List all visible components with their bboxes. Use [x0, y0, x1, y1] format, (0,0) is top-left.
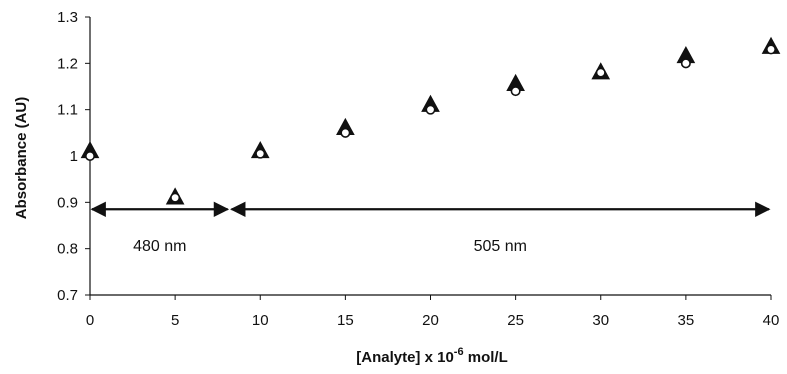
circle-data-point [425, 104, 436, 115]
x-tick-label: 20 [422, 312, 439, 329]
x-axis-label-main: [Analyte] x 10 [356, 349, 454, 366]
x-axis-label: [Analyte] x 10-6 mol/L [356, 346, 508, 366]
circle-data-point [765, 44, 776, 55]
wavelength-range-label: 505 nm [474, 238, 527, 255]
x-tick-label: 40 [763, 312, 780, 329]
y-tick-label: 0.9 [57, 194, 78, 211]
x-axis-label-superscript: -6 [454, 346, 464, 358]
x-tick-label: 30 [592, 312, 609, 329]
wavelength-annotations: 480 nm 505 nm [90, 201, 771, 255]
y-axis-label: Absorbance (AU) [13, 97, 30, 220]
data-points [80, 36, 781, 205]
x-tick-label: 25 [507, 312, 524, 329]
x-tick-label: 15 [337, 312, 354, 329]
circle-data-point [85, 151, 96, 162]
y-tick-label: 0.7 [57, 287, 78, 304]
y-tick-label: 1.2 [57, 55, 78, 72]
x-tick-label: 0 [86, 312, 94, 329]
y-tick-label: 1 [70, 148, 78, 165]
axes [85, 16, 772, 300]
wavelength-range-label: 480 nm [133, 238, 186, 255]
circle-data-point [255, 148, 266, 159]
circle-data-point [595, 67, 606, 78]
y-tick-label: 1.3 [57, 9, 78, 26]
x-tick-label: 35 [678, 312, 695, 329]
x-tick-label: 5 [171, 312, 179, 329]
x-axis-label-unit: mol/L [464, 349, 508, 366]
y-tick-label: 0.8 [57, 241, 78, 258]
x-tick-label: 10 [252, 312, 269, 329]
circle-data-point [510, 86, 521, 97]
tick-labels: 0.7 0.8 0.9 1 1.1 1.2 1.3 0 5 10 15 20 25 30 35 40 [57, 9, 779, 329]
circle-data-point [680, 58, 691, 69]
circle-data-point [170, 192, 181, 203]
circle-data-point [340, 127, 351, 138]
y-tick-label: 1.1 [57, 102, 78, 119]
